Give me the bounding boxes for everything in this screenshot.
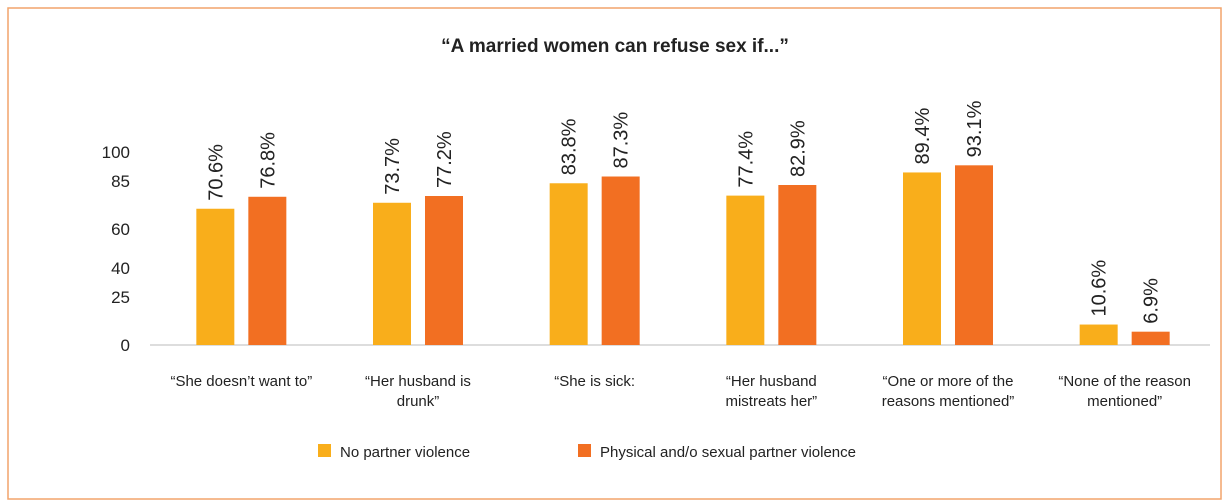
value-label: 77.2% — [434, 131, 456, 188]
value-label: 93.1% — [964, 100, 986, 157]
y-tick-label: 40 — [111, 259, 130, 278]
legend-label: Physical and/o sexual partner violence — [600, 444, 856, 461]
bar — [425, 196, 463, 345]
value-label: 83.8% — [559, 118, 581, 175]
y-tick-label: 100 — [102, 143, 130, 162]
bar — [196, 208, 235, 345]
y-tick-label: 85 — [111, 172, 130, 191]
value-label: 70.6% — [205, 144, 227, 201]
bar — [955, 165, 993, 345]
bar — [1079, 324, 1118, 345]
x-tick-label: “Her husband mistreats her” — [725, 373, 818, 410]
bar — [373, 202, 411, 345]
bar — [549, 183, 588, 345]
bar — [1131, 331, 1170, 345]
bar — [778, 185, 817, 345]
legend-swatch — [318, 444, 331, 457]
y-tick-label: 0 — [121, 336, 130, 355]
bar — [248, 196, 287, 345]
value-label: 77.4% — [735, 131, 757, 188]
bar — [601, 176, 640, 345]
x-tick-label: “One or more of the reasons mentioned” — [881, 373, 1015, 410]
legend-swatch — [578, 444, 591, 457]
value-label: 76.8% — [257, 132, 279, 189]
x-tick-label: “She doesn’t want to” — [170, 373, 313, 390]
x-tick-label: “None of the reason mentioned” — [1058, 373, 1191, 410]
bar — [903, 172, 941, 345]
bar — [726, 195, 765, 345]
x-tick-label: “She is sick: — [554, 373, 636, 390]
value-label: 87.3% — [611, 112, 633, 169]
value-label: 6.9% — [1141, 278, 1163, 324]
chart-title: “A married women can refuse sex if...” — [441, 36, 789, 57]
value-label: 89.4% — [912, 108, 934, 165]
value-label: 73.7% — [382, 138, 404, 195]
value-label: 82.9% — [787, 120, 809, 177]
y-tick-label: 60 — [111, 220, 130, 239]
legend-label: No partner violence — [340, 444, 470, 461]
value-label: 10.6% — [1089, 260, 1111, 317]
frame — [7, 7, 1222, 500]
y-tick-label: 25 — [111, 288, 130, 307]
x-tick-label: “Her husband is drunk” — [365, 373, 471, 410]
